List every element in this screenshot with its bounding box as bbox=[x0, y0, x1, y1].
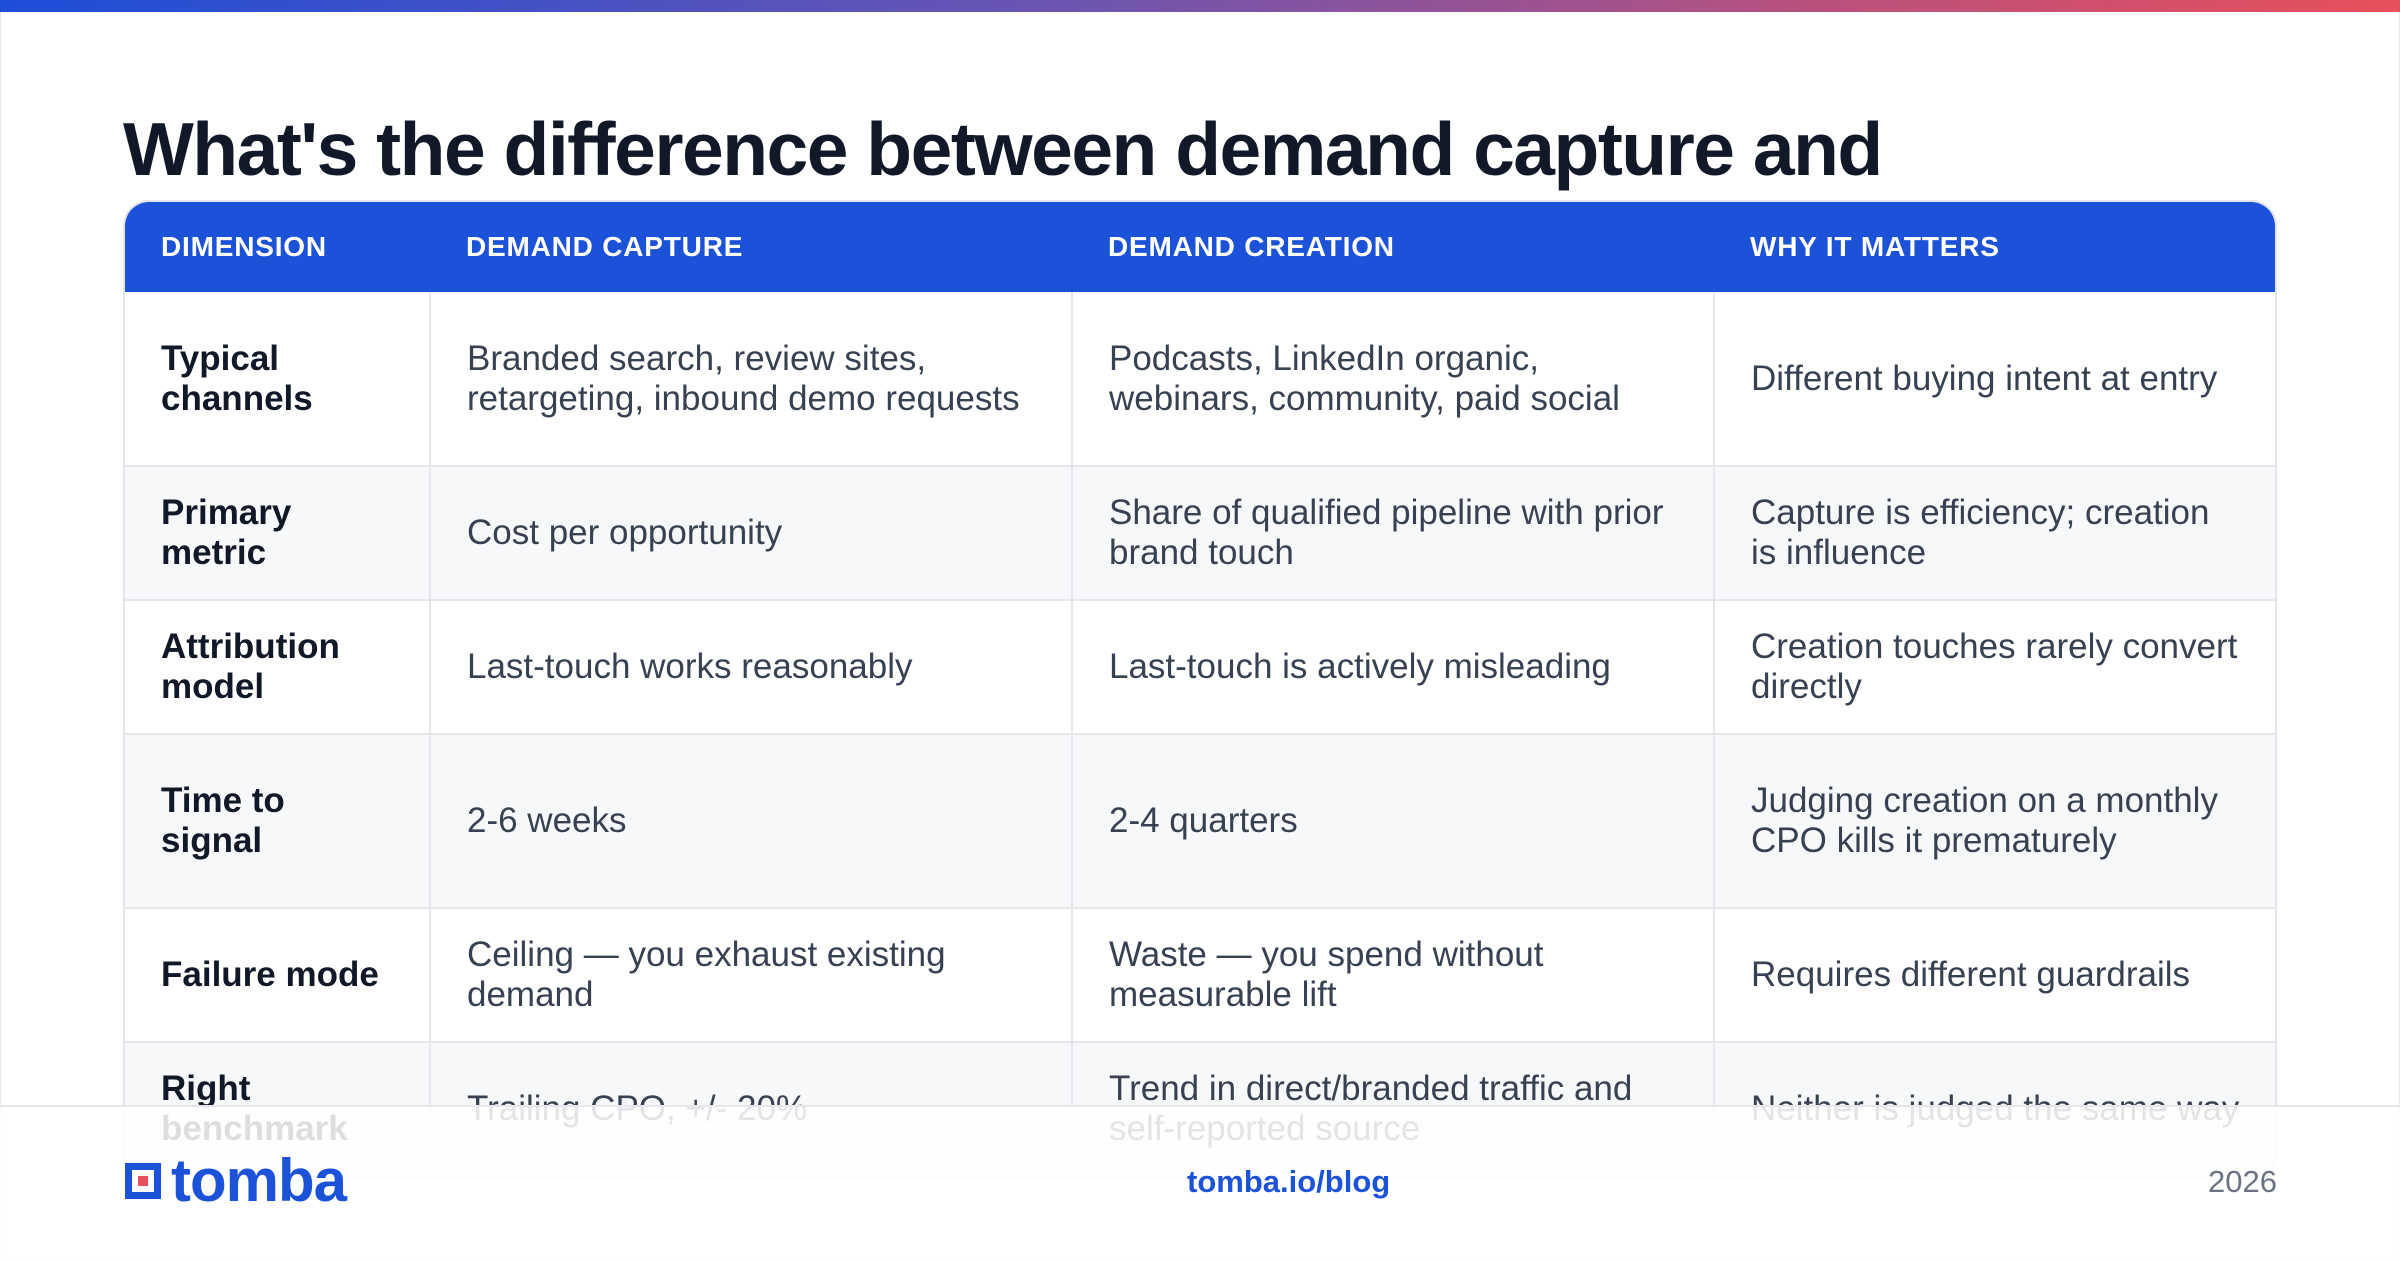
table-row: Typical channels Branded search, review … bbox=[125, 292, 2275, 467]
cell-why-it-matters: Creation touches rarely convert directly bbox=[1714, 600, 2275, 735]
footer-year: 2026 bbox=[2208, 1164, 2277, 1199]
cell-demand-capture: Branded search, review sites, retargetin… bbox=[430, 292, 1073, 467]
table-row: Failure mode Ceiling — you exhaust exist… bbox=[125, 908, 2275, 1043]
cell-demand-creation: Last-touch is actively misleading bbox=[1072, 600, 1715, 735]
row-dimension: Attribution model bbox=[125, 600, 431, 735]
cell-why-it-matters: Judging creation on a monthly CPO kills … bbox=[1714, 734, 2275, 909]
top-accent-bar bbox=[0, 0, 2400, 12]
cell-demand-creation: Podcasts, LinkedIn organic, webinars, co… bbox=[1072, 292, 1715, 467]
cell-demand-capture: Last-touch works reasonably bbox=[430, 600, 1073, 735]
table-row: Attribution model Last-touch works reaso… bbox=[125, 600, 2275, 735]
header-dimension: DIMENSION bbox=[161, 231, 327, 262]
cell-why-it-matters: Different buying intent at entry bbox=[1714, 292, 2275, 467]
cell-demand-creation: 2-4 quarters bbox=[1072, 734, 1715, 909]
header-demand-capture: DEMAND CAPTURE bbox=[466, 231, 744, 262]
cell-demand-capture: 2-6 weeks bbox=[430, 734, 1073, 909]
table-header-row: DIMENSION DEMAND CAPTURE DEMAND CREATION… bbox=[125, 202, 2275, 292]
table-row: Time to signal 2-6 weeks 2-4 quarters Ju… bbox=[125, 734, 2275, 909]
cell-demand-capture: Ceiling — you exhaust existing demand bbox=[430, 908, 1073, 1043]
table-row: Primary metric Cost per opportunity Shar… bbox=[125, 466, 2275, 601]
cell-demand-capture: Cost per opportunity bbox=[430, 466, 1073, 601]
blog-link[interactable]: tomba.io/blog bbox=[1187, 1164, 1391, 1199]
cell-why-it-matters: Requires different guardrails bbox=[1714, 908, 2275, 1043]
tomba-logo[interactable]: tomba bbox=[121, 1147, 347, 1214]
comparison-table: DIMENSION DEMAND CAPTURE DEMAND CREATION… bbox=[125, 202, 2275, 1177]
cell-demand-creation: Share of qualified pipeline with prior b… bbox=[1072, 466, 1715, 601]
header-why-it-matters: WHY IT MATTERS bbox=[1750, 231, 2000, 262]
logo-wordmark: tomba bbox=[171, 1147, 347, 1214]
row-dimension: Failure mode bbox=[125, 908, 431, 1043]
tomba-mark-icon bbox=[121, 1159, 165, 1203]
row-dimension: Primary metric bbox=[125, 466, 431, 601]
cell-why-it-matters: Capture is efficiency; creation is influ… bbox=[1714, 466, 2275, 601]
row-dimension: Typical channels bbox=[125, 292, 431, 467]
cell-demand-creation: Waste — you spend without measurable lif… bbox=[1072, 908, 1715, 1043]
header-demand-creation: DEMAND CREATION bbox=[1108, 231, 1395, 262]
row-dimension: Time to signal bbox=[125, 734, 431, 909]
page-title: What's the difference between demand cap… bbox=[123, 107, 1883, 191]
footer-bar bbox=[0, 1105, 2400, 1262]
comparison-table-card: DIMENSION DEMAND CAPTURE DEMAND CREATION… bbox=[123, 200, 2277, 1180]
